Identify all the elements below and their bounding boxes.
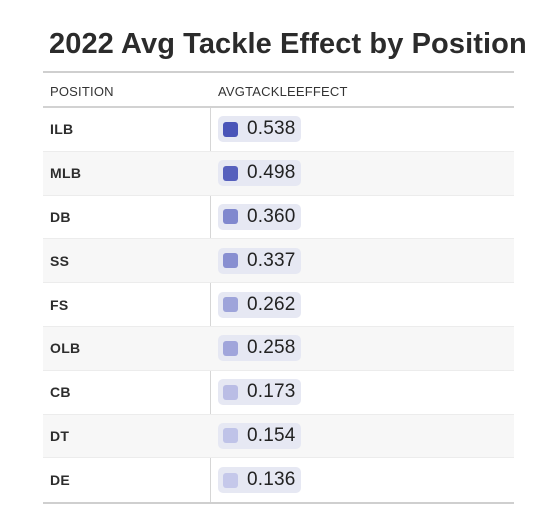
position-cell: MLB [50,165,82,182]
position-cell: OLB [50,340,81,357]
value-cell: 0.262 [218,291,301,318]
data-table: POSITION AVGTACKLEEFFECT ILB 0.538 MLB 0.49… [43,71,514,505]
value-label: 0.337 [247,249,296,271]
value-label: 0.154 [247,424,296,446]
color-scale-swatch [223,472,238,488]
table-row: DE 0.136 [43,458,514,502]
position-cell: DT [50,427,70,444]
color-scale-swatch [223,121,238,137]
table-row: MLB 0.498 [43,151,514,196]
table-bottom-rule [43,502,514,505]
value-label: 0.258 [247,337,296,359]
table-body: ILB 0.538 MLB 0.498 DB 0.360 SS 0.337 FS 0.262 OLB… [43,108,514,503]
value-cell: 0.360 [218,203,301,230]
position-cell: DB [50,208,71,225]
column-header-avgtackleeffect[interactable]: AVGTACKLEEFFECT [218,84,348,99]
value-cell: 0.154 [218,422,301,449]
position-cell: CB [50,384,71,401]
table-row: FS 0.262 [43,283,514,327]
color-scale-swatch [223,253,238,269]
color-scale-swatch [223,297,238,313]
color-scale-swatch [223,428,238,444]
table-row: DB 0.360 [43,196,514,240]
value-label: 0.498 [247,162,296,184]
position-cell: DE [50,472,71,489]
value-label: 0.136 [247,469,296,491]
color-scale-swatch [223,209,238,225]
color-scale-swatch [223,384,238,400]
table-row: OLB 0.258 [43,326,514,371]
table-top-rule [43,71,514,73]
value-label: 0.538 [247,118,296,140]
table-row: SS 0.337 [43,239,514,284]
value-label: 0.360 [247,205,296,227]
table-row: ILB 0.538 [43,108,514,152]
table-row: CB 0.173 [43,371,514,415]
column-header-position[interactable]: POSITION [50,84,114,99]
value-label: 0.262 [247,293,296,315]
chart-title: 2022 Avg Tackle Effect by Position [49,28,527,60]
value-cell: 0.258 [218,335,301,362]
position-cell: FS [50,296,69,313]
value-cell: 0.498 [218,160,301,187]
value-label: 0.173 [247,381,296,403]
color-scale-swatch [223,165,238,181]
color-scale-swatch [223,340,238,356]
column-divider [210,108,211,503]
table-header-row: POSITION AVGTACKLEEFFECT [43,73,514,108]
value-cell: 0.173 [218,379,301,406]
value-cell: 0.337 [218,247,301,274]
value-cell: 0.136 [218,467,301,494]
position-cell: ILB [50,121,74,138]
value-cell: 0.538 [218,116,301,143]
position-cell: SS [50,252,70,269]
table-row: DT 0.154 [43,414,514,459]
